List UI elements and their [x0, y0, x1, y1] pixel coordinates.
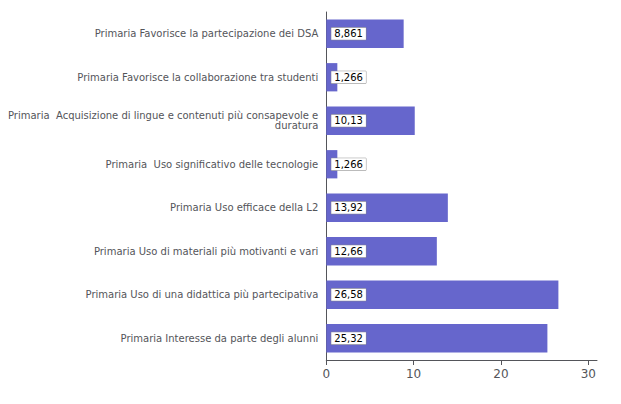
svg-text:26,58: 26,58: [334, 289, 363, 300]
svg-text:8,861: 8,861: [334, 28, 363, 39]
svg-text:25,32: 25,32: [334, 333, 363, 344]
svg-text:12,66: 12,66: [334, 246, 363, 257]
svg-text:Primaria Uso di una didattica: Primaria Uso di una didattica più partec…: [86, 289, 319, 300]
svg-text:10: 10: [406, 367, 421, 381]
svg-text:20: 20: [493, 367, 508, 381]
svg-text:13,92: 13,92: [334, 202, 363, 213]
svg-text:Primaria Interesse da parte de: Primaria Interesse da parte degli alunni: [121, 333, 319, 344]
svg-text:1,266: 1,266: [334, 159, 363, 170]
svg-text:Primaria Favorisce la partecip: Primaria Favorisce la partecipazione dei…: [95, 28, 319, 39]
svg-text:Primaria Uso di materiali più: Primaria Uso di materiali più motivanti …: [94, 246, 318, 257]
svg-text:duratura: duratura: [275, 120, 318, 131]
svg-text:Primaria Favorisce la collabor: Primaria Favorisce la collaborazione tra…: [77, 72, 318, 83]
svg-text:Primaria Uso efficace della L2: Primaria Uso efficace della L2: [170, 202, 318, 213]
svg-text:0: 0: [322, 367, 330, 381]
svg-text:Primaria Uso significativo de: Primaria Uso significativo delle tecnolo…: [106, 159, 319, 170]
svg-text:30: 30: [581, 367, 596, 381]
svg-text:1,266: 1,266: [334, 72, 363, 83]
svg-text:10,13: 10,13: [334, 115, 363, 126]
svg-text:Primaria Acquisizione di ling: Primaria Acquisizione di lingue e conten…: [8, 110, 318, 121]
